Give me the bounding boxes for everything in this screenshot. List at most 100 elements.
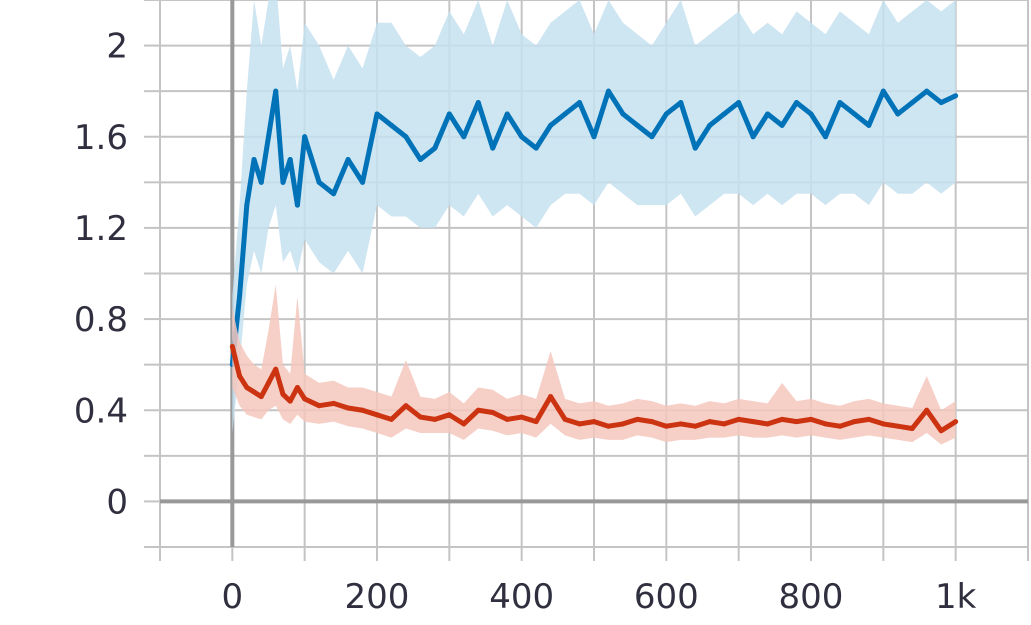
red-series-point xyxy=(822,421,828,427)
red-series-point xyxy=(331,400,337,406)
red-series-point xyxy=(280,391,286,397)
red-series-point xyxy=(461,421,467,427)
red-series-point xyxy=(504,416,510,422)
blue-series-point xyxy=(490,145,496,151)
blue-series-line xyxy=(229,88,957,365)
blue-series-point xyxy=(287,157,293,163)
red-series-point xyxy=(446,412,452,418)
y-tick-label: 0.4 xyxy=(74,391,128,431)
blue-series-point xyxy=(417,157,423,163)
blue-series-point xyxy=(765,111,771,117)
y-tick-label: 1.6 xyxy=(74,118,128,158)
red-series-point xyxy=(909,425,915,431)
blue-series-band xyxy=(232,0,956,434)
red-series-point xyxy=(533,419,539,425)
blue-series-point xyxy=(360,179,366,185)
blue-series-point xyxy=(237,293,243,299)
x-tick-label: 200 xyxy=(345,577,410,617)
red-series-point xyxy=(519,414,525,420)
blue-series-point xyxy=(750,134,756,140)
blue-series-point xyxy=(533,145,539,151)
red-series-point xyxy=(229,343,235,349)
blue-series-point xyxy=(678,100,684,106)
red-series-point xyxy=(237,373,243,379)
red-series-point xyxy=(316,403,322,409)
red-series-point xyxy=(851,419,857,425)
red-series-point xyxy=(258,394,264,400)
blue-series-point xyxy=(548,122,554,128)
red-series-point xyxy=(417,414,423,420)
blue-series-point xyxy=(280,179,286,185)
blue-series-point xyxy=(649,134,655,140)
red-series-point xyxy=(605,423,611,429)
red-series-point xyxy=(360,407,366,413)
blue-series-point xyxy=(794,100,800,106)
blue-series-point xyxy=(331,191,337,197)
blue-series-point xyxy=(577,100,583,106)
red-series-point xyxy=(837,423,843,429)
tick-labels: 0 200 400 600 800 1k 0 0.4 0.8 1.2 1.6 2 xyxy=(74,27,977,617)
red-series-point xyxy=(895,423,901,429)
red-series-point xyxy=(866,416,872,422)
blue-series-point xyxy=(504,111,510,117)
red-series-point xyxy=(678,421,684,427)
red-series-point xyxy=(707,419,713,425)
blue-series-point xyxy=(938,100,944,106)
red-series-point xyxy=(808,416,814,422)
red-series-point xyxy=(750,419,756,425)
blue-series-point xyxy=(736,100,742,106)
blue-series-point xyxy=(721,111,727,117)
red-series-band xyxy=(232,284,956,445)
blue-series-point xyxy=(294,202,300,208)
x-tick-label: 400 xyxy=(489,577,554,617)
red-series-point xyxy=(266,380,271,386)
y-tick-label: 0.8 xyxy=(74,300,128,340)
y-tick-label: 2 xyxy=(106,27,128,67)
red-series-point xyxy=(548,394,554,400)
blue-series-point xyxy=(634,122,640,128)
blue-series-point xyxy=(374,111,380,117)
red-series-point xyxy=(880,421,886,427)
blue-series-point xyxy=(302,134,308,140)
red-series-point xyxy=(577,421,583,427)
red-series-point xyxy=(251,389,257,395)
blue-series-point xyxy=(345,157,351,163)
blue-series-point xyxy=(909,100,915,106)
axes xyxy=(144,0,1029,561)
red-series-point xyxy=(620,421,626,427)
y-tick-label: 1.2 xyxy=(74,209,128,249)
red-series-point xyxy=(649,419,655,425)
red-series-point xyxy=(273,366,279,372)
blue-series-point xyxy=(620,111,626,117)
blue-series-point xyxy=(692,145,698,151)
red-series-point xyxy=(403,403,409,409)
red-series-point xyxy=(388,416,394,422)
x-tick-label: 600 xyxy=(634,577,699,617)
blue-series-point xyxy=(273,88,279,94)
blue-series-point xyxy=(707,122,713,128)
blue-series-point xyxy=(837,100,843,106)
blue-series-point xyxy=(663,111,669,117)
blue-series-point xyxy=(519,134,525,140)
red-series-point xyxy=(562,416,568,422)
red-series-point xyxy=(302,396,308,402)
red-series-point xyxy=(475,407,481,413)
blue-series-point xyxy=(475,100,481,106)
red-series-point xyxy=(794,419,800,425)
blue-series-point xyxy=(446,111,452,117)
blue-series-point xyxy=(880,88,886,94)
blue-series-point xyxy=(258,179,264,185)
blue-series-point xyxy=(953,93,959,99)
x-tick-label: 800 xyxy=(779,577,844,617)
red-series-point xyxy=(663,423,669,429)
red-series-point xyxy=(490,410,496,416)
series-group xyxy=(229,0,959,445)
red-series-point xyxy=(765,421,771,427)
y-tick-label: 0 xyxy=(106,482,128,522)
blue-series-point xyxy=(924,88,930,94)
blue-series-point xyxy=(562,111,568,117)
blue-series-point xyxy=(591,134,597,140)
blue-series-point xyxy=(779,122,785,128)
